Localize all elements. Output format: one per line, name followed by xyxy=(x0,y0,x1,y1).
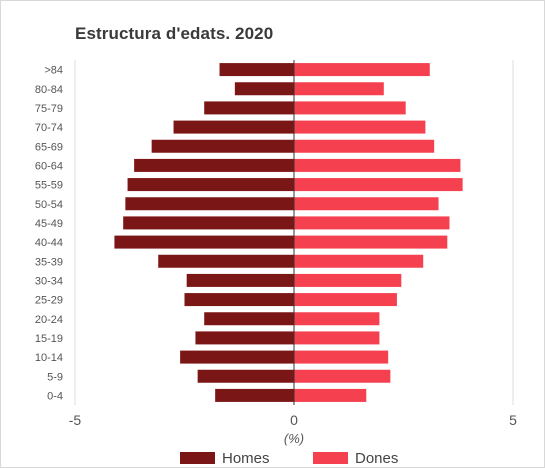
bar-homes-9 xyxy=(114,235,294,249)
bar-dones-8 xyxy=(294,216,450,230)
bar-dones-11 xyxy=(294,273,402,287)
bar-dones-9 xyxy=(294,235,448,249)
y-tick-label-5: 60-64 xyxy=(35,160,63,172)
x-tick-labels: -5 0 5 xyxy=(69,412,517,428)
bar-homes-5 xyxy=(134,158,294,172)
y-tick-label-2: 75-79 xyxy=(35,103,63,115)
y-tick-label-9: 40-44 xyxy=(35,237,63,249)
bar-homes-0 xyxy=(219,63,294,77)
y-tick-label-8: 45-49 xyxy=(35,218,63,230)
bar-dones-3 xyxy=(294,120,426,134)
y-tick-label-7: 50-54 xyxy=(35,199,63,211)
y-tick-label-11: 30-34 xyxy=(35,275,63,287)
bar-homes-12 xyxy=(184,293,294,307)
bar-homes-15 xyxy=(180,350,294,364)
bar-dones-7 xyxy=(294,197,439,211)
y-tick-label-4: 65-69 xyxy=(35,141,63,153)
bar-dones-12 xyxy=(294,293,397,307)
x-tick-label-2: 5 xyxy=(509,412,517,428)
bar-homes-8 xyxy=(123,216,295,230)
y-tick-label-3: 70-74 xyxy=(35,122,63,134)
x-tick-label-0: -5 xyxy=(69,412,82,428)
bar-homes-1 xyxy=(234,82,294,96)
bars xyxy=(114,60,463,405)
bar-dones-6 xyxy=(294,178,463,192)
legend-label-homes: Homes xyxy=(222,450,270,467)
bar-homes-17 xyxy=(215,388,294,402)
bar-dones-10 xyxy=(294,254,424,268)
bar-dones-14 xyxy=(294,331,380,345)
y-tick-label-1: 80-84 xyxy=(35,84,63,96)
bar-homes-11 xyxy=(186,273,294,287)
bar-dones-16 xyxy=(294,369,391,383)
y-tick-label-12: 25-29 xyxy=(35,295,63,307)
y-tick-label-6: 55-59 xyxy=(35,180,63,192)
bar-homes-7 xyxy=(125,197,295,211)
legend-label-dones: Dones xyxy=(355,450,398,467)
bar-homes-10 xyxy=(158,254,294,268)
bar-homes-16 xyxy=(197,369,294,383)
bar-homes-3 xyxy=(173,120,294,134)
y-tick-label-13: 20-24 xyxy=(35,314,63,326)
bar-dones-4 xyxy=(294,139,435,153)
y-tick-label-0: >84 xyxy=(44,65,63,77)
bar-dones-1 xyxy=(294,82,384,96)
bar-homes-4 xyxy=(151,139,294,153)
bar-homes-14 xyxy=(195,331,294,345)
y-tick-label-14: 15-19 xyxy=(35,333,63,345)
legend: Homes Dones xyxy=(180,450,398,467)
bar-homes-6 xyxy=(127,178,294,192)
bar-dones-17 xyxy=(294,388,367,402)
y-tick-label-16: 5-9 xyxy=(47,371,63,383)
chart-title: Estructura d'edats. 2020 xyxy=(75,24,274,43)
x-tick-label-1: 0 xyxy=(290,412,298,428)
bar-dones-2 xyxy=(294,101,406,115)
bar-dones-0 xyxy=(294,63,430,77)
y-tick-label-10: 35-39 xyxy=(35,256,63,268)
y-tick-label-17: 0-4 xyxy=(47,390,63,402)
legend-swatch-dones xyxy=(313,452,348,464)
y-tick-labels: >84 80-84 75-79 70-74 65-69 60-64 55-59 50-54 45… xyxy=(35,65,63,403)
bar-dones-15 xyxy=(294,350,389,364)
x-axis-label: (%) xyxy=(284,431,304,446)
y-tick-label-15: 10-14 xyxy=(35,352,63,364)
bar-dones-5 xyxy=(294,158,461,172)
bar-homes-13 xyxy=(204,312,294,326)
bar-dones-13 xyxy=(294,312,380,326)
bar-homes-2 xyxy=(204,101,294,115)
legend-swatch-homes xyxy=(180,452,215,464)
